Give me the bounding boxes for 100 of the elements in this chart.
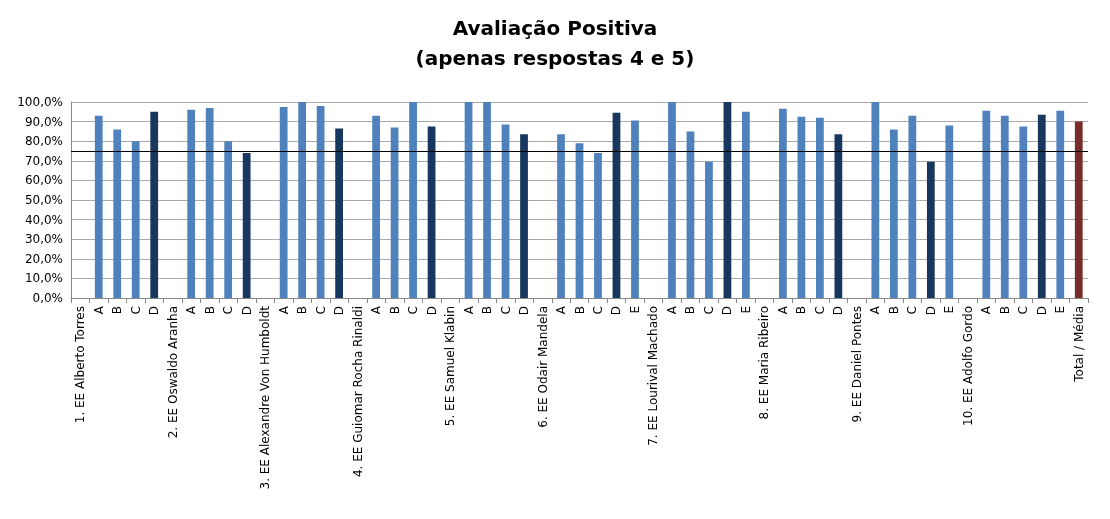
x-tick-label: A <box>554 305 569 315</box>
y-tick-label: 80,0% <box>24 134 63 149</box>
x-tick-label: D <box>424 306 439 316</box>
bar <box>316 105 325 298</box>
x-tick-label: C <box>313 306 328 315</box>
x-tick-label: B <box>387 306 402 315</box>
bar <box>483 102 491 298</box>
y-tick-label: 100,0% <box>17 95 63 109</box>
bar <box>94 115 103 298</box>
x-tick-label: D <box>609 306 624 316</box>
bar <box>779 108 787 298</box>
bar <box>982 110 991 298</box>
x-tick-label: B <box>794 306 809 315</box>
x-tick-label: 4. EE Guiomar Rocha Rinaldi <box>350 306 365 478</box>
chart-title: Avaliação Positiva (apenas respostas 4 e 5) <box>415 16 695 70</box>
x-tick-label: B <box>683 306 698 315</box>
x-tick-label: 10. EE Adolfo Gordo <box>960 306 975 426</box>
x-tick-label: A <box>868 305 883 315</box>
y-tick-label: 10,0% <box>24 271 63 286</box>
y-tick-label: 90,0% <box>24 114 63 129</box>
bar <box>372 115 380 298</box>
bar <box>131 141 140 298</box>
bar <box>723 102 732 298</box>
x-tick-label: C <box>812 306 827 315</box>
bar <box>1074 121 1083 298</box>
bar <box>390 127 399 298</box>
bar <box>594 152 602 298</box>
x-tick-label: C <box>1016 306 1031 315</box>
x-tick-label: A <box>91 305 106 315</box>
x-tick-label: 7. EE Lourival Machado <box>646 306 661 446</box>
bar <box>834 134 843 298</box>
x-tick-label: C <box>905 306 920 315</box>
x-tick-label: 2. EE Oswaldo Aranha <box>165 306 180 439</box>
bar <box>871 102 880 298</box>
x-tick-label: C <box>701 306 716 315</box>
bar <box>686 131 695 298</box>
y-tick-label: 30,0% <box>24 232 63 247</box>
x-tick-label: A <box>664 305 679 315</box>
bar <box>224 141 233 298</box>
x-tick-label: 3. EE Alexandre Von Humboldt <box>258 305 273 490</box>
x-tick-label: D <box>831 306 846 316</box>
x-tick-label: 9. EE Daniel Pontes <box>849 306 864 423</box>
x-tick-label: A <box>369 305 384 315</box>
bar <box>279 106 288 298</box>
x-tick-label: A <box>979 305 994 315</box>
x-tick-label: D <box>517 306 532 316</box>
bar <box>1056 110 1065 298</box>
bar <box>816 117 824 298</box>
x-tick-label: A <box>461 305 476 315</box>
x-tick-label: Total / Média <box>1071 306 1086 383</box>
x-tick-label: 6. EE Odair Mandela <box>535 306 550 428</box>
x-tick-label: D <box>720 306 735 316</box>
bar <box>1037 114 1046 298</box>
bar <box>464 102 473 298</box>
x-tick-label: A <box>184 305 199 315</box>
bar <box>242 152 251 298</box>
x-tick-label: 1. EE Alberto Torres <box>73 306 88 424</box>
x-tick-label: E <box>738 306 753 314</box>
x-tick-label: B <box>886 306 901 315</box>
x-tick-label: B <box>202 306 217 315</box>
x-tick-label: 8. EE Maria Ribeiro <box>757 306 772 420</box>
bar <box>945 125 954 298</box>
bar <box>557 134 565 298</box>
bar <box>908 115 917 298</box>
y-tick-label: 60,0% <box>24 173 63 188</box>
bar <box>631 120 639 298</box>
x-tick-label: E <box>627 306 642 314</box>
bar <box>612 112 621 298</box>
bar <box>187 109 196 298</box>
x-tick-label: D <box>1034 306 1049 316</box>
bar <box>335 128 343 298</box>
y-tick-label: 70,0% <box>24 153 63 168</box>
y-tick-label: 20,0% <box>24 251 63 266</box>
bar <box>668 102 676 298</box>
x-tick-label: C <box>128 306 143 315</box>
x-tick-label: E <box>942 306 957 314</box>
bar <box>1000 115 1009 298</box>
bar <box>520 134 528 298</box>
x-tick-label: D <box>239 306 254 316</box>
y-tick-label: 0,0% <box>32 291 63 305</box>
y-tick-label: 40,0% <box>24 212 63 227</box>
x-tick-label: B <box>997 306 1012 315</box>
x-tick-label: A <box>276 305 291 315</box>
bar <box>113 129 122 298</box>
x-tick-label: E <box>1053 306 1068 314</box>
bar <box>205 107 214 298</box>
x-tick-label: D <box>923 306 938 316</box>
bar <box>575 143 584 298</box>
x-tick-label: B <box>295 306 310 315</box>
x-tick-label: B <box>480 306 495 315</box>
x-tick-label: 5. EE Samuel Klabin <box>443 306 458 427</box>
x-tick-label: D <box>147 306 162 316</box>
x-tick-label: C <box>590 306 605 315</box>
bar <box>742 111 750 298</box>
x-tick-label: C <box>221 306 236 315</box>
x-tick-label: B <box>110 306 125 315</box>
bar <box>150 111 159 298</box>
y-tick-label: 50,0% <box>24 193 63 207</box>
bar <box>1019 126 1028 298</box>
x-tick-label: B <box>572 306 587 315</box>
